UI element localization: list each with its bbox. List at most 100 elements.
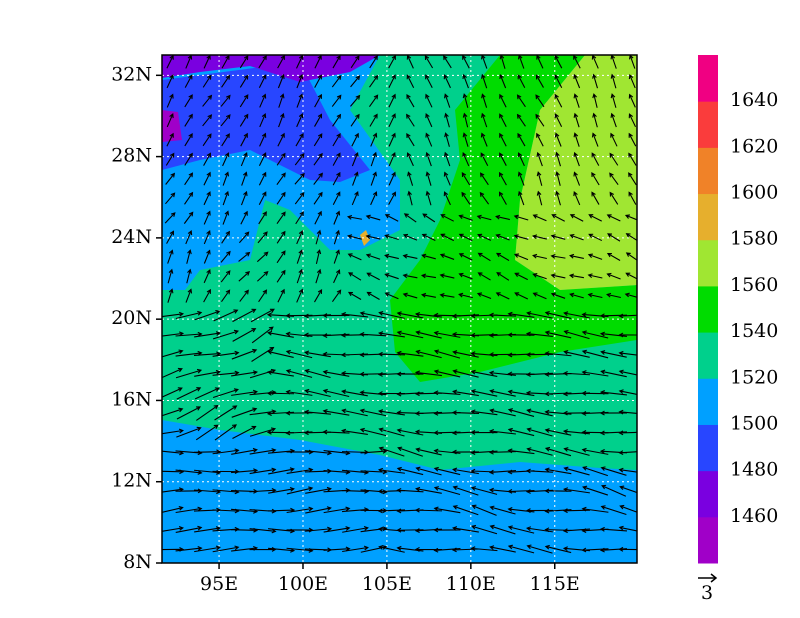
- wind-arrow: [305, 486, 332, 494]
- wind-arrow: [462, 93, 469, 108]
- wind-arrow: [378, 331, 405, 338]
- wind-arrow: [526, 408, 553, 417]
- wind-arrow: [462, 73, 469, 89]
- wind-arrow: [313, 133, 323, 147]
- wind-arrow: [232, 308, 257, 323]
- colorbar-swatch: [698, 285, 718, 333]
- wind-arrow: [495, 233, 510, 241]
- wind-arrow: [239, 74, 249, 88]
- wind-arrow: [581, 330, 609, 339]
- wind-arrow: [414, 370, 442, 377]
- wind-arrow: [573, 73, 581, 89]
- wind-arrow: [573, 151, 580, 167]
- wind-arrow: [481, 112, 488, 128]
- y-tick-label: 24N: [111, 226, 152, 248]
- wind-arrow: [195, 424, 219, 441]
- wind-arrow: [240, 210, 248, 225]
- wind-arrow: [526, 427, 553, 437]
- wind-arrow: [212, 370, 240, 376]
- wind-arrow: [313, 191, 323, 205]
- wind-arrow: [489, 389, 516, 397]
- colorbar-swatch: [698, 332, 718, 379]
- wind-arrow: [231, 447, 258, 455]
- wind-arrow: [550, 254, 566, 259]
- wind-arrow: [214, 424, 237, 441]
- wind-arrow: [499, 191, 507, 205]
- wind-arrow: [554, 55, 563, 69]
- wind-arrow: [220, 250, 231, 263]
- contour-fill: [162, 55, 380, 82]
- wind-arrow: [507, 311, 535, 318]
- wind-arrow: [563, 311, 590, 319]
- wind-arrow: [258, 289, 268, 303]
- wind-arrow: [618, 409, 637, 415]
- wind-arrow: [452, 485, 479, 496]
- wind-arrow: [536, 132, 544, 147]
- wind-arrow: [444, 132, 450, 147]
- wind-arrow: [507, 488, 535, 494]
- wind-arrow: [470, 332, 498, 338]
- wind-arrow: [444, 112, 450, 128]
- wind-arrow: [166, 113, 174, 128]
- wind-arrow: [499, 73, 507, 89]
- wind-arrow: [277, 55, 285, 69]
- wind-arrow: [333, 210, 341, 225]
- colorbar-swatch: [698, 378, 718, 425]
- wind-arrow: [240, 132, 248, 147]
- wind-arrow: [415, 447, 442, 456]
- wind-arrow: [322, 388, 350, 398]
- wind-arrow: [202, 74, 212, 88]
- wind-arrow: [384, 234, 399, 241]
- wind-arrow: [323, 526, 351, 533]
- wind-arrow: [600, 466, 627, 476]
- wind-arrow: [222, 152, 230, 167]
- wind-arrow: [304, 369, 331, 379]
- wind-arrow: [351, 151, 359, 167]
- wind-arrow: [295, 211, 304, 225]
- wind-arrow: [477, 272, 491, 281]
- wind-arrow: [507, 544, 535, 554]
- wind-arrow: [470, 546, 498, 552]
- wind-arrow: [439, 253, 455, 260]
- wind-arrow: [425, 93, 433, 108]
- wind-arrow: [221, 289, 231, 303]
- wind-arrow: [406, 133, 415, 147]
- wind-arrow: [184, 133, 193, 147]
- wind-arrow: [350, 94, 361, 107]
- wind-arrow: [406, 113, 415, 127]
- wind-arrow: [221, 55, 230, 69]
- wind-arrow: [303, 409, 331, 415]
- wind-arrow: [461, 172, 471, 186]
- wind-arrow: [384, 253, 399, 260]
- colorbar-swatch: [698, 55, 718, 102]
- wind-arrow: [342, 545, 369, 553]
- wind-arrow: [544, 544, 572, 554]
- wind-arrow: [162, 311, 185, 318]
- reference-vector-label: 3: [701, 582, 713, 604]
- wind-arrow: [203, 269, 211, 284]
- wind-arrow: [451, 449, 480, 455]
- contour-fill: [162, 110, 182, 142]
- wind-arrow: [628, 172, 637, 186]
- wind-arrow: [587, 273, 603, 279]
- wind-arrow: [359, 408, 387, 417]
- wind-arrow: [220, 94, 231, 107]
- wind-arrow: [322, 333, 350, 338]
- wind-arrow: [186, 249, 192, 264]
- wind-arrow: [220, 270, 231, 283]
- wind-arrow: [238, 231, 250, 244]
- wind-arrow: [212, 388, 239, 398]
- wind-arrow: [628, 191, 637, 205]
- wind-arrow: [402, 292, 418, 299]
- wind-arrow: [359, 390, 387, 396]
- wind-arrow: [600, 505, 627, 516]
- wind-arrow: [231, 389, 258, 396]
- wind-arrow: [378, 427, 405, 437]
- wind-arrow: [166, 74, 174, 89]
- y-tick-label: 8N: [123, 551, 152, 573]
- wind-arrow: [606, 252, 621, 261]
- x-tick-label: 105E: [362, 573, 412, 595]
- colorbar-swatch: [698, 424, 718, 472]
- wind-arrow: [175, 331, 203, 337]
- wind-arrow: [499, 132, 507, 147]
